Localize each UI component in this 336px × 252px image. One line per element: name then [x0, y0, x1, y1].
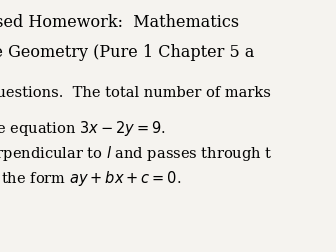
Text: questions.  The total number of marks: questions. The total number of marks	[0, 86, 270, 100]
Text: n the form $ay+bx+c=0$.: n the form $ay+bx+c=0$.	[0, 169, 181, 188]
Text: ssed Homework:  Mathematics: ssed Homework: Mathematics	[0, 14, 239, 31]
Text: erpendicular to $l$ and passes through t: erpendicular to $l$ and passes through t	[0, 144, 272, 163]
Text: ne equation $3x-2y=9$.: ne equation $3x-2y=9$.	[0, 119, 165, 138]
Text: te Geometry (Pure 1 Chapter 5 a: te Geometry (Pure 1 Chapter 5 a	[0, 44, 254, 61]
